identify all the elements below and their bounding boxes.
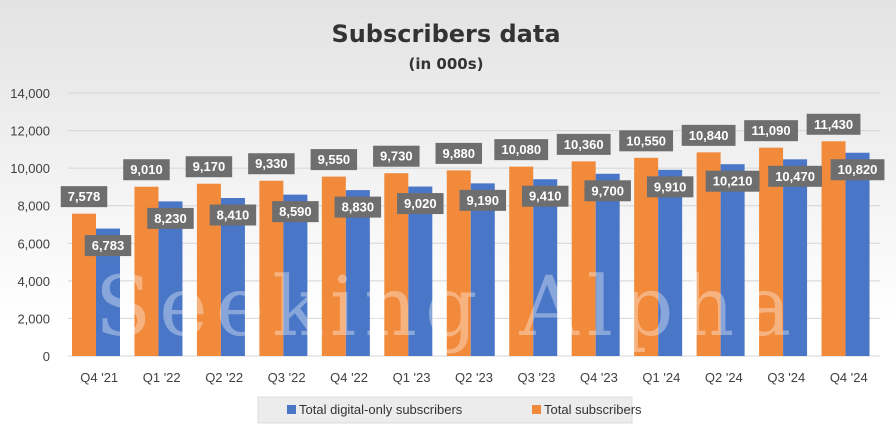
data-label: 8,230 xyxy=(154,211,187,226)
data-label: 8,590 xyxy=(279,204,312,219)
data-label: 8,830 xyxy=(342,200,375,215)
data-label: 7,578 xyxy=(68,189,101,204)
legend-entry: Total digital-only subscribers xyxy=(299,402,463,417)
data-label: 9,880 xyxy=(442,146,475,161)
data-label: 9,730 xyxy=(380,149,413,164)
data-label-box xyxy=(123,159,170,181)
data-label: 10,550 xyxy=(626,133,666,148)
bar-digital-only-subscribers xyxy=(720,164,745,356)
data-label-box xyxy=(185,156,233,178)
bar-digital-only-subscribers xyxy=(408,186,433,356)
data-label-box xyxy=(521,185,569,207)
data-label: 10,470 xyxy=(775,169,815,184)
bar-digital-only-subscribers xyxy=(533,179,558,356)
bar-digital-only-subscribers xyxy=(345,190,370,356)
data-label-box xyxy=(60,186,108,208)
data-labels: 7,578 6,783 9,010 8,230 9,170 8,410 9,330 8,590… xyxy=(60,113,885,257)
data-label: 9,550 xyxy=(318,152,351,167)
data-label-box xyxy=(334,196,382,218)
x-axis: Q4 '21 Q1 '22 Q2 '22 Q3 '22 Q4 '22 Q1 '23 Q2 '… xyxy=(80,370,867,385)
x-tick-label: Q3 '23 xyxy=(518,370,556,385)
data-label: 9,190 xyxy=(466,193,499,208)
y-tick-label: 4,000 xyxy=(17,274,50,289)
data-label: 6,783 xyxy=(92,238,125,253)
bar-digital-only-subscribers xyxy=(658,169,683,356)
data-label-box xyxy=(373,145,420,167)
data-label-box xyxy=(681,124,736,146)
y-tick-label: 10,000 xyxy=(10,161,50,176)
data-label: 8,410 xyxy=(217,208,250,223)
y-tick-label: 2,000 xyxy=(17,311,50,326)
chart-title: Subscribers data xyxy=(331,20,560,48)
data-label: 9,330 xyxy=(255,156,288,171)
data-label: 9,020 xyxy=(404,196,437,211)
y-tick-label: 8,000 xyxy=(17,199,50,214)
data-label-box xyxy=(209,204,257,226)
data-label-box xyxy=(744,120,798,142)
bar-digital-only-subscribers xyxy=(595,173,620,356)
bar-digital-only-subscribers xyxy=(783,159,808,356)
legend-box xyxy=(257,396,633,424)
data-label: 11,430 xyxy=(814,117,853,132)
data-label-box xyxy=(272,201,319,223)
data-label-box xyxy=(435,142,483,164)
data-label: 9,170 xyxy=(193,159,226,174)
bar-digital-only-subscribers xyxy=(845,152,870,356)
data-label: 10,820 xyxy=(838,162,878,177)
x-tick-label: Q4 '23 xyxy=(580,370,618,385)
data-label: 9,910 xyxy=(654,179,687,194)
x-tick-label: Q1 '24 xyxy=(642,370,680,385)
chart-subtitle: (in 000s) xyxy=(409,55,484,73)
data-label-box xyxy=(806,113,861,135)
x-tick-label: Q2 '22 xyxy=(205,370,243,385)
data-label: 9,410 xyxy=(529,189,562,204)
data-label-box xyxy=(646,176,694,198)
y-tick-label: 14,000 xyxy=(10,86,50,101)
x-tick-label: Q2 '23 xyxy=(455,370,493,385)
x-tick-label: Q2 '24 xyxy=(705,370,743,385)
x-tick-label: Q4 '24 xyxy=(830,370,868,385)
data-label-box xyxy=(705,170,760,192)
y-tick-label: 6,000 xyxy=(17,236,50,251)
data-label-box xyxy=(768,165,822,187)
x-tick-label: Q3 '24 xyxy=(767,370,805,385)
legend-swatch xyxy=(532,405,541,414)
watermark: Seeking Alpha xyxy=(95,260,799,355)
data-label: 10,210 xyxy=(713,174,753,189)
x-tick-label: Q4 '21 xyxy=(80,370,118,385)
data-label-box xyxy=(619,130,674,152)
data-label: 10,360 xyxy=(564,137,604,152)
x-tick-label: Q1 '23 xyxy=(393,370,431,385)
bar-total-subscribers xyxy=(72,213,96,356)
data-label-box xyxy=(147,207,194,229)
data-label: 9,700 xyxy=(591,183,624,198)
data-label-box xyxy=(830,159,885,181)
legend-swatch xyxy=(287,405,296,414)
legend-entry: Total subscribers xyxy=(544,402,642,417)
data-label-box xyxy=(248,153,295,175)
bar-digital-only-subscribers xyxy=(470,183,495,356)
data-label-box xyxy=(494,139,549,161)
data-label: 9,010 xyxy=(130,162,163,177)
data-label-box xyxy=(584,180,631,202)
data-label: 10,840 xyxy=(689,128,729,143)
data-label-box xyxy=(397,193,444,215)
data-label-box xyxy=(310,149,358,171)
x-tick-label: Q1 '22 xyxy=(143,370,181,385)
y-axis: 0 2,000 4,000 6,000 8,000 10,000 12,000 14,000 xyxy=(10,86,50,364)
data-label: 10,080 xyxy=(501,142,541,157)
data-label: 11,090 xyxy=(752,123,791,138)
data-label-box xyxy=(459,189,507,211)
y-tick-label: 0 xyxy=(43,349,50,364)
legend: Total digital-only subscribers Total subs… xyxy=(257,396,642,424)
x-tick-label: Q4 '22 xyxy=(330,370,368,385)
y-tick-label: 12,000 xyxy=(10,124,50,139)
data-label-box xyxy=(556,133,611,155)
data-label-box xyxy=(84,235,132,257)
x-tick-label: Q3 '22 xyxy=(268,370,306,385)
